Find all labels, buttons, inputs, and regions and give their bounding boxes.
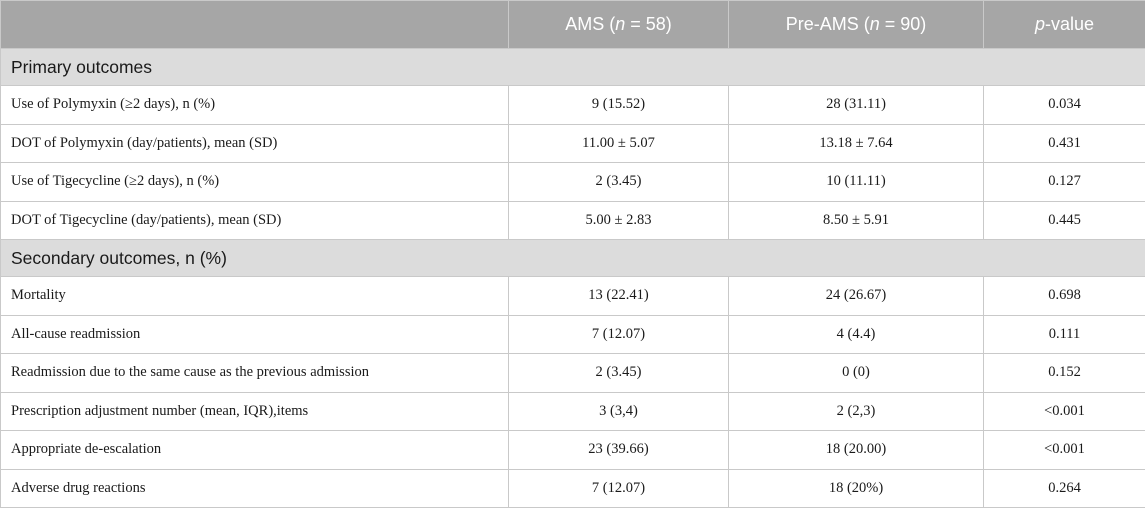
header-p-value: p-value (983, 0, 1145, 49)
row-label: Mortality (0, 276, 509, 316)
table-row: Readmission due to the same cause as the… (0, 353, 1145, 393)
ams-value: 2 (3.45) (508, 162, 729, 202)
p-value: <0.001 (983, 430, 1145, 470)
table-row: Prescription adjustment number (mean, IQ… (0, 391, 1145, 431)
section-row-primary: Primary outcomes (0, 48, 1145, 86)
p-value: 0.698 (983, 276, 1145, 316)
row-label: Readmission due to the same cause as the… (0, 353, 509, 393)
pre-ams-value: 13.18 ± 7.64 (728, 123, 984, 163)
pre-ams-value: 28 (31.11) (728, 85, 984, 125)
row-label: Appropriate de-escalation (0, 430, 509, 470)
ams-value: 13 (22.41) (508, 276, 729, 316)
table-row: Appropriate de-escalation 23 (39.66) 18 … (0, 430, 1145, 470)
pre-ams-value: 2 (2,3) (728, 391, 984, 431)
pre-ams-value: 4 (4.4) (728, 314, 984, 354)
row-label: DOT of Tigecycline (day/patients), mean … (0, 200, 509, 240)
table-header-row: AMS (n = 58) Pre-AMS (n = 90) p-value (0, 0, 1145, 49)
ams-value: 7 (12.07) (508, 314, 729, 354)
ams-value: 9 (15.52) (508, 85, 729, 125)
header-pre-ams: Pre-AMS (n = 90) (728, 0, 984, 49)
p-value: 0.431 (983, 123, 1145, 163)
section-title: Secondary outcomes, n (%) (0, 239, 1145, 277)
ams-value: 7 (12.07) (508, 468, 729, 508)
table-row: DOT of Polymyxin (day/patients), mean (S… (0, 123, 1145, 163)
table-row: DOT of Tigecycline (day/patients), mean … (0, 200, 1145, 240)
pre-ams-value: 18 (20.00) (728, 430, 984, 470)
row-label: DOT of Polymyxin (day/patients), mean (S… (0, 123, 509, 163)
section-row-secondary: Secondary outcomes, n (%) (0, 239, 1145, 277)
ams-value: 2 (3.45) (508, 353, 729, 393)
ams-value: 5.00 ± 2.83 (508, 200, 729, 240)
ams-value: 3 (3,4) (508, 391, 729, 431)
table-row: Mortality 13 (22.41) 24 (26.67) 0.698 (0, 276, 1145, 316)
row-label: Use of Tigecycline (≥2 days), n (%) (0, 162, 509, 202)
p-value: 0.127 (983, 162, 1145, 202)
p-value: 0.264 (983, 468, 1145, 508)
pre-ams-value: 18 (20%) (728, 468, 984, 508)
table-row: Adverse drug reactions 7 (12.07) 18 (20%… (0, 468, 1145, 508)
pre-ams-value: 8.50 ± 5.91 (728, 200, 984, 240)
ams-value: 23 (39.66) (508, 430, 729, 470)
table-row: Use of Tigecycline (≥2 days), n (%) 2 (3… (0, 162, 1145, 202)
header-ams: AMS (n = 58) (508, 0, 729, 49)
row-label: Adverse drug reactions (0, 468, 509, 508)
row-label: Use of Polymyxin (≥2 days), n (%) (0, 85, 509, 125)
pre-ams-value: 24 (26.67) (728, 276, 984, 316)
p-value: 0.111 (983, 314, 1145, 354)
p-value: <0.001 (983, 391, 1145, 431)
table-row: Use of Polymyxin (≥2 days), n (%) 9 (15.… (0, 85, 1145, 125)
p-value: 0.445 (983, 200, 1145, 240)
row-label: Prescription adjustment number (mean, IQ… (0, 391, 509, 431)
row-label: All-cause readmission (0, 314, 509, 354)
header-blank (0, 0, 509, 49)
section-title: Primary outcomes (0, 48, 1145, 86)
pre-ams-value: 0 (0) (728, 353, 984, 393)
pre-ams-value: 10 (11.11) (728, 162, 984, 202)
p-value: 0.152 (983, 353, 1145, 393)
ams-value: 11.00 ± 5.07 (508, 123, 729, 163)
table-row: All-cause readmission 7 (12.07) 4 (4.4) … (0, 314, 1145, 354)
p-value: 0.034 (983, 85, 1145, 125)
